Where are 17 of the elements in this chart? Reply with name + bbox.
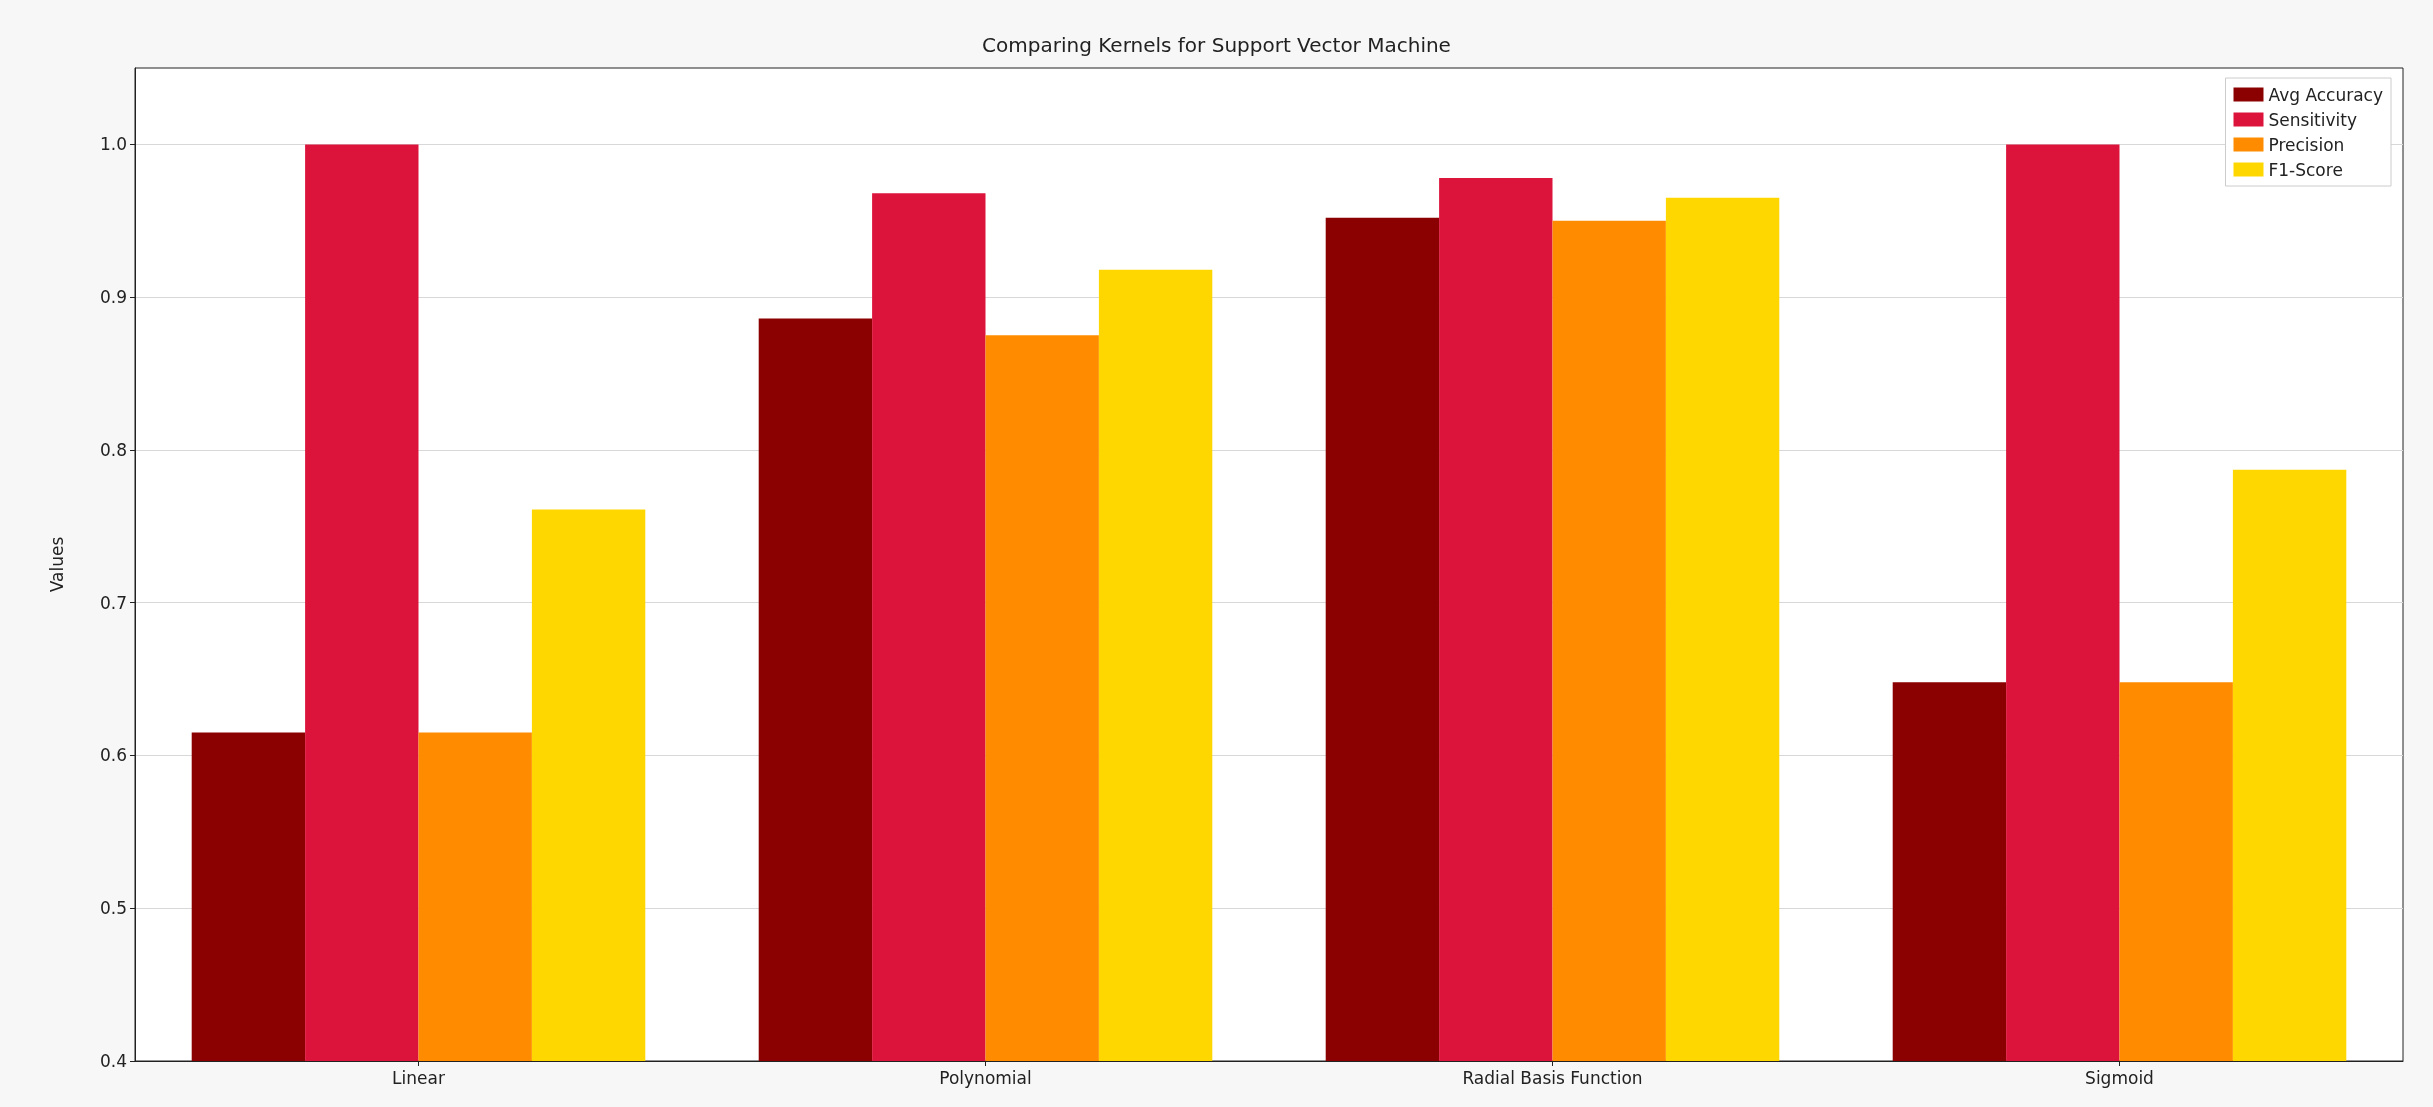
x-tick-label: Radial Basis Function <box>1462 1067 1643 1088</box>
y-tick-label: 1.0 <box>99 134 127 155</box>
y-tick-label: 0.7 <box>99 592 127 613</box>
chart-title: Comparing Kernels for Support Vector Machine <box>982 33 1451 57</box>
y-tick-label: 0.5 <box>99 898 127 919</box>
legend-label: Precision <box>2268 134 2345 155</box>
legend-label: Avg Accuracy <box>2268 84 2384 105</box>
y-axis-title: Values <box>46 536 67 593</box>
x-tick-label: Linear <box>392 1067 445 1088</box>
x-tick-label: Sigmoid <box>2085 1067 2154 1088</box>
legend-label: F1-Score <box>2268 159 2343 180</box>
y-tick-label: 0.6 <box>99 745 127 766</box>
y-tick-label: 0.8 <box>99 439 127 460</box>
x-tick-label: Polynomial <box>939 1067 1032 1088</box>
y-tick-label: 0.4 <box>99 1051 127 1071</box>
y-tick-label: 0.9 <box>99 287 127 308</box>
legend-label: Sensitivity <box>2268 109 2358 130</box>
